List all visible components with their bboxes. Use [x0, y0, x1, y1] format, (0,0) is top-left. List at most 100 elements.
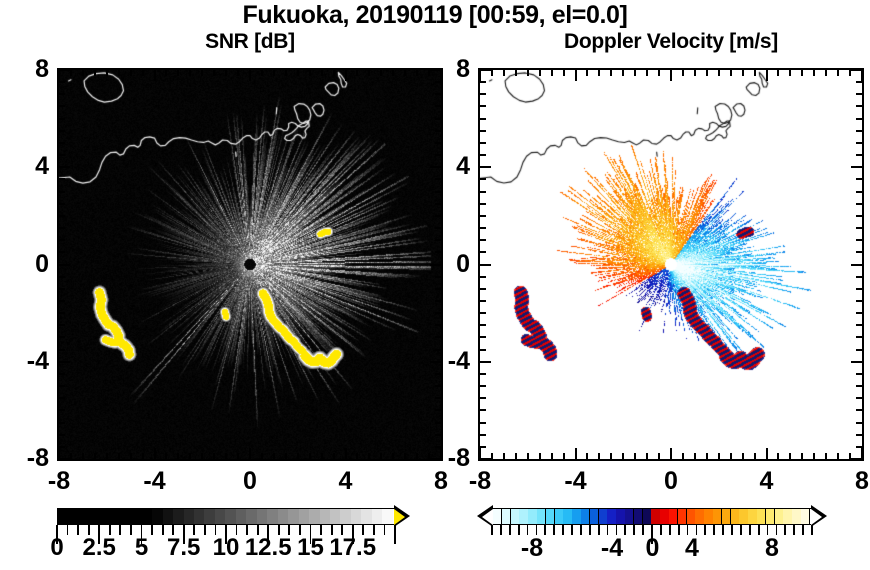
doppler-colorbar-tick [597, 525, 600, 535]
snr-colorbar-tick [193, 525, 196, 535]
doppler-colorbar-label: -4 [600, 534, 624, 562]
doppler-colorbar-gradient[interactable] [492, 508, 812, 525]
snr-colorbar-segment [225, 509, 237, 524]
doppler-colorbar-segment [616, 509, 626, 524]
snr-colorbar-segment [110, 509, 122, 524]
dop-xtick-label: 4 [759, 467, 774, 495]
panel-title-snr: SNR [dB] [205, 30, 295, 53]
snr-colorbar-segment [371, 509, 383, 524]
snr-colorbar-tick [362, 525, 365, 535]
snr-colorbar-segment [141, 509, 153, 524]
doppler-colorbar-tick [526, 525, 529, 535]
snr-colorbar-segment [361, 509, 373, 524]
snr-ytick-label: -8 [26, 444, 49, 472]
snr-colorbar-segment [194, 509, 206, 524]
snr-colorbar-segment [214, 509, 226, 524]
doppler-colorbar-segment [686, 509, 696, 524]
doppler-colorbar-over-arrow-fill [811, 508, 822, 525]
snr-colorbar-segment [78, 509, 90, 524]
snr-colorbar-tick [66, 525, 69, 535]
snr-colorbar-tick [320, 525, 322, 535]
snr-colorbar-segment [162, 509, 174, 524]
doppler-colorbar-under-arrow [477, 505, 493, 527]
dop-xtick-label: -4 [564, 467, 587, 495]
doppler-colorbar-label: 8 [765, 534, 779, 562]
doppler-colorbar-tick [775, 525, 778, 535]
doppler-colorbar-tick [588, 525, 591, 535]
snr-colorbar-tick [172, 525, 175, 535]
doppler-colorbar-segment [563, 509, 573, 524]
snr-colorbar-segment [267, 509, 279, 524]
snr-xtick-label: 4 [338, 467, 353, 495]
snr-colorbar-label: 7.5 [167, 534, 201, 561]
snr-colorbar-tick [351, 525, 354, 544]
doppler-colorbar-tick [713, 525, 716, 535]
doppler-colorbar-segment [757, 509, 767, 524]
snr-plot-area[interactable] [57, 68, 443, 461]
snr-colorbar-tick [161, 525, 164, 535]
snr-colorbar-segment [173, 509, 185, 524]
snr-colorbar-tick [119, 525, 122, 535]
doppler-colorbar-tick [731, 525, 733, 535]
doppler-colorbar-segment [581, 509, 591, 524]
doppler-colorbar-segment [783, 509, 793, 524]
snr-colorbar-segment [298, 509, 310, 524]
snr-colorbar-segment [58, 509, 70, 524]
doppler-colorbar-segment [730, 509, 740, 524]
doppler-colorbar-tick [491, 525, 493, 535]
snr-colorbar-tick [330, 525, 333, 535]
snr-ytick-label: 8 [35, 55, 49, 83]
doppler-colorbar-tick [499, 525, 502, 535]
snr-colorbar-tick [256, 525, 259, 535]
snr-colorbar-gradient[interactable] [57, 508, 395, 525]
snr-colorbar-tick [277, 525, 280, 535]
doppler-colorbar-segment [554, 509, 564, 524]
snr-colorbar-segment [68, 509, 80, 524]
doppler-colorbar-segment [633, 509, 644, 524]
panel-title-doppler: Doppler Velocity [m/s] [564, 30, 778, 53]
doppler-colorbar-tick [651, 525, 653, 544]
snr-xtick-label: -8 [47, 467, 71, 495]
snr-colorbar-tick [77, 525, 80, 535]
snr-colorbar-tick [341, 525, 344, 535]
doppler-colorbar-tick [695, 525, 698, 535]
doppler-colorbar-tick [633, 525, 636, 535]
snr-xtick-label: -4 [143, 467, 166, 495]
doppler-colorbar-segment [598, 509, 608, 524]
doppler-colorbar-segment [519, 509, 529, 524]
snr-colorbar-segment [277, 509, 289, 524]
snr-colorbar-tick [151, 525, 153, 535]
snr-colorbar-segment [350, 509, 362, 524]
doppler-colorbar-segment [774, 509, 784, 524]
doppler-colorbar-tick [642, 525, 644, 535]
doppler-colorbar-segment [493, 509, 503, 524]
snr-colorbar-segment [204, 509, 216, 524]
doppler-colorbar-tick [571, 525, 573, 535]
snr-colorbar-segment [246, 509, 258, 524]
doppler-colorbar-label: 0 [645, 534, 660, 562]
snr-radar-image [59, 70, 441, 459]
doppler-colorbar-segment [589, 509, 600, 524]
snr-colorbar-label: 17.5 [329, 534, 377, 561]
doppler-colorbar-segment [501, 509, 512, 524]
snr-colorbar-tick [98, 525, 101, 544]
snr-colorbar-segment [183, 509, 195, 524]
doppler-plot-area[interactable] [478, 68, 864, 461]
snr-colorbar-segment [131, 509, 143, 524]
snr-xtick-label: 8 [434, 467, 448, 495]
doppler-colorbar-segment [642, 509, 652, 524]
doppler-colorbar-tick [562, 525, 564, 535]
snr-colorbar-tick [203, 525, 206, 535]
doppler-colorbar-tick [766, 525, 769, 535]
doppler-colorbar-tick [606, 525, 609, 535]
snr-colorbar-tick [56, 525, 58, 544]
snr-colorbar-tick [288, 525, 291, 535]
doppler-colorbar-segment [713, 509, 723, 524]
snr-colorbar-segment [288, 509, 300, 524]
doppler-colorbar-segment [669, 509, 679, 524]
snr-colorbar-segment [319, 509, 331, 524]
snr-colorbar-segment [256, 509, 268, 524]
doppler-colorbar-tick [739, 525, 742, 535]
doppler-colorbar-label: 4 [685, 534, 699, 562]
snr-colorbar-segment [330, 509, 342, 524]
